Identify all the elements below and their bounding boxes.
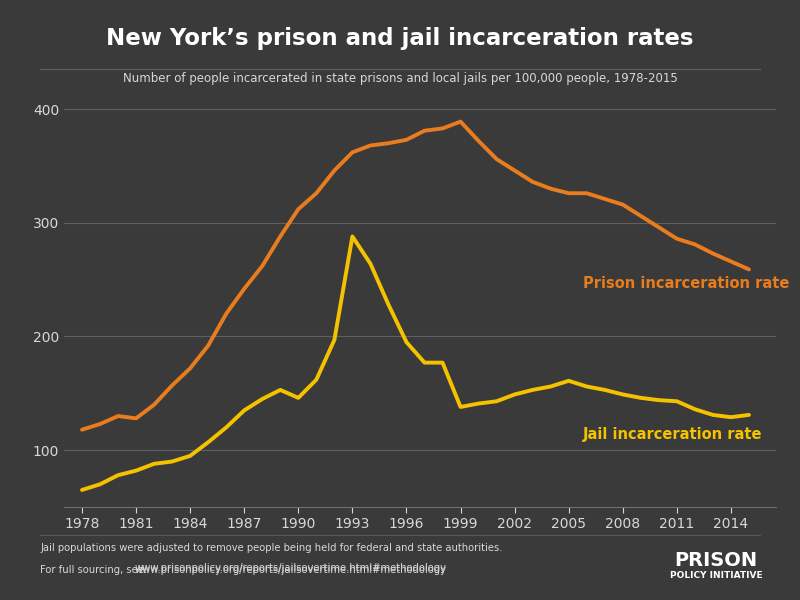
Text: www.prisonpolicy.org/reports/jailsovertime.html#methodology: www.prisonpolicy.org/reports/jailsoverti… (134, 565, 446, 575)
Text: Number of people incarcerated in state prisons and local jails per 100,000 peopl: Number of people incarcerated in state p… (122, 72, 678, 85)
Text: For full sourcing, see:: For full sourcing, see: (40, 565, 150, 575)
Text: New York’s prison and jail incarceration rates: New York’s prison and jail incarceration… (106, 27, 694, 50)
Text: Jail populations were adjusted to remove people being held for federal and state: Jail populations were adjusted to remove… (40, 543, 502, 553)
Text: POLICY INITIATIVE: POLICY INITIATIVE (670, 571, 762, 580)
Text: PRISON: PRISON (674, 551, 758, 570)
Text: Jail incarceration rate: Jail incarceration rate (583, 427, 762, 442)
Text: Prison incarceration rate: Prison incarceration rate (583, 276, 790, 291)
Text: www.prisonpolicy.org/reports/jailsovertime.html#methodology: www.prisonpolicy.org/reports/jailsoverti… (134, 563, 446, 573)
